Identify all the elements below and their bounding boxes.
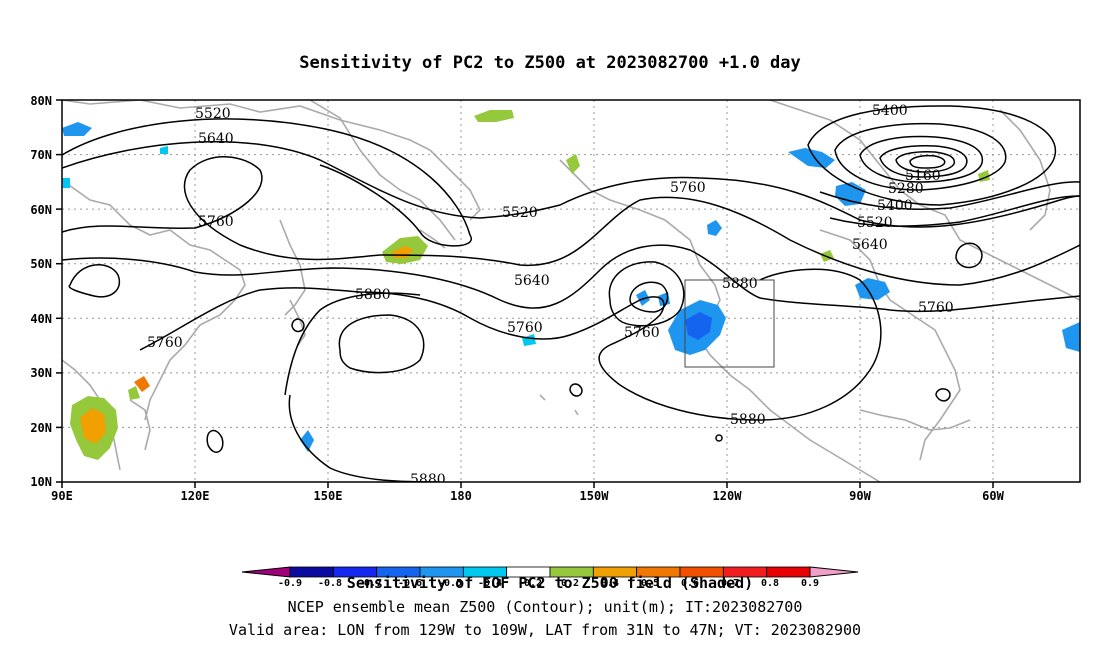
contour-label: 5880	[410, 472, 446, 488]
colorbar-min-arrow	[241, 566, 291, 578]
colorbar: -0.9 -0.8 -0.7 -0.6 -0.5 -0.4 -0.2 0.2 0.4 0.5 0.6…	[241, 566, 859, 589]
colorbar-tick-label: 0.2	[561, 578, 579, 589]
contour-label: 5640	[198, 131, 234, 147]
contour-label: 5760	[918, 300, 954, 316]
lon-label: 90W	[849, 489, 871, 503]
contour-label: 5280	[888, 181, 924, 197]
colorbar-tick-label: -0.2	[518, 578, 542, 589]
positive-patch-asia-2	[134, 376, 150, 392]
map-panel: 5520 5640 5760 5880 5760 5520 5640 5760 …	[30, 94, 1081, 503]
caption-line-3: Valid area: LON from 129W to 109W, LAT f…	[229, 621, 861, 639]
lat-label: 20N	[30, 421, 52, 435]
lat-label: 30N	[30, 366, 52, 380]
colorbar-tick-label: 0.9	[801, 578, 819, 589]
contour-label: 5520	[195, 106, 231, 122]
positive-patch-siberia	[474, 110, 514, 122]
colorbar-tick-label: 0.5	[641, 578, 659, 589]
negative-patch-west-us-core	[685, 312, 712, 340]
contour-label: 5880	[730, 412, 766, 428]
contour-label: 5640	[514, 273, 550, 289]
contour-label: 5760	[198, 214, 234, 230]
figure-title: Sensitivity of PC2 to Z500 at 2023082700…	[299, 53, 801, 73]
lat-label: 70N	[30, 148, 52, 162]
lon-label: 120E	[181, 489, 210, 503]
contour-labels: 5520 5640 5760 5880 5760 5520 5640 5760 …	[147, 103, 954, 488]
valid-area-box	[684, 279, 775, 368]
positive-patch-asia-core	[80, 408, 106, 444]
latitude-axis: 80N 70N 60N 50N 40N 30N 20N 10N	[30, 94, 62, 489]
positive-patch-alaska	[566, 154, 580, 174]
colorbar-tick-label: 0.7	[721, 578, 739, 589]
negative-patch-small-3	[160, 146, 168, 154]
contour-label: 5400	[872, 103, 908, 119]
caption-line-1: Sensitivity of EOF PC2 to Z500 field (Sh…	[347, 574, 753, 592]
negative-patch-atlantic	[1062, 322, 1080, 352]
lon-label: 180	[450, 489, 472, 503]
lat-label: 60N	[30, 203, 52, 217]
lat-label: 80N	[30, 94, 52, 108]
contour-label: 5880	[355, 287, 391, 303]
negative-patch-small-1	[62, 178, 70, 188]
coastlines	[62, 100, 1080, 482]
contour-label: 5760	[624, 325, 660, 341]
lon-label: 60W	[982, 489, 1004, 503]
colorbar-tick-label: 0.6	[681, 578, 699, 589]
map-frame	[61, 99, 1081, 483]
lon-label: 90E	[51, 489, 73, 503]
colorbar-swatch	[766, 566, 811, 578]
colorbar-tick-label: -0.5	[438, 578, 462, 589]
contour-label: 5520	[857, 215, 893, 231]
colorbar-tick-label: -0.8	[318, 578, 342, 589]
colorbar-tick-label: -0.4	[478, 578, 502, 589]
contour-label: 5640	[852, 237, 888, 253]
colorbar-tick-label: -0.6	[398, 578, 422, 589]
contour-label: 5760	[147, 335, 183, 351]
colorbar-tick-label: -0.9	[278, 578, 302, 589]
negative-patch-hudson	[788, 148, 835, 168]
colorbar-swatch	[289, 566, 334, 578]
colorbar-tick-label: 0.4	[601, 578, 619, 589]
contour-label: 5160	[905, 168, 941, 184]
contour-label: 5760	[507, 320, 543, 336]
contour-label: 5400	[877, 198, 913, 214]
lon-label: 120W	[713, 489, 743, 503]
positive-patch-asia-3	[128, 386, 140, 400]
colorbar-max-arrow	[809, 566, 859, 578]
colorbar-tick-label: -0.7	[358, 578, 382, 589]
z500-contours	[62, 105, 1080, 482]
caption-line-2: NCEP ensemble mean Z500 (Contour); unit(…	[288, 598, 803, 616]
negative-patch-canada	[707, 220, 722, 236]
colorbar-tick-label: 0.8	[761, 578, 779, 589]
negative-patch-pacific-1	[636, 290, 650, 306]
lat-label: 50N	[30, 257, 52, 271]
contour-label: 5880	[722, 276, 758, 292]
longitude-axis: 90E 120E 150E 180 150W 120W 90W 60W	[51, 482, 1005, 503]
lon-label: 150W	[580, 489, 610, 503]
contour-label: 5760	[670, 180, 706, 196]
negative-patch-hudson-2	[835, 182, 866, 206]
lat-label: 10N	[30, 475, 52, 489]
negative-patch-arctic-w	[62, 122, 92, 136]
lat-label: 40N	[30, 312, 52, 326]
lon-label: 150E	[314, 489, 343, 503]
contour-label: 5520	[502, 205, 538, 221]
negative-patch-west-pacific	[300, 430, 314, 452]
